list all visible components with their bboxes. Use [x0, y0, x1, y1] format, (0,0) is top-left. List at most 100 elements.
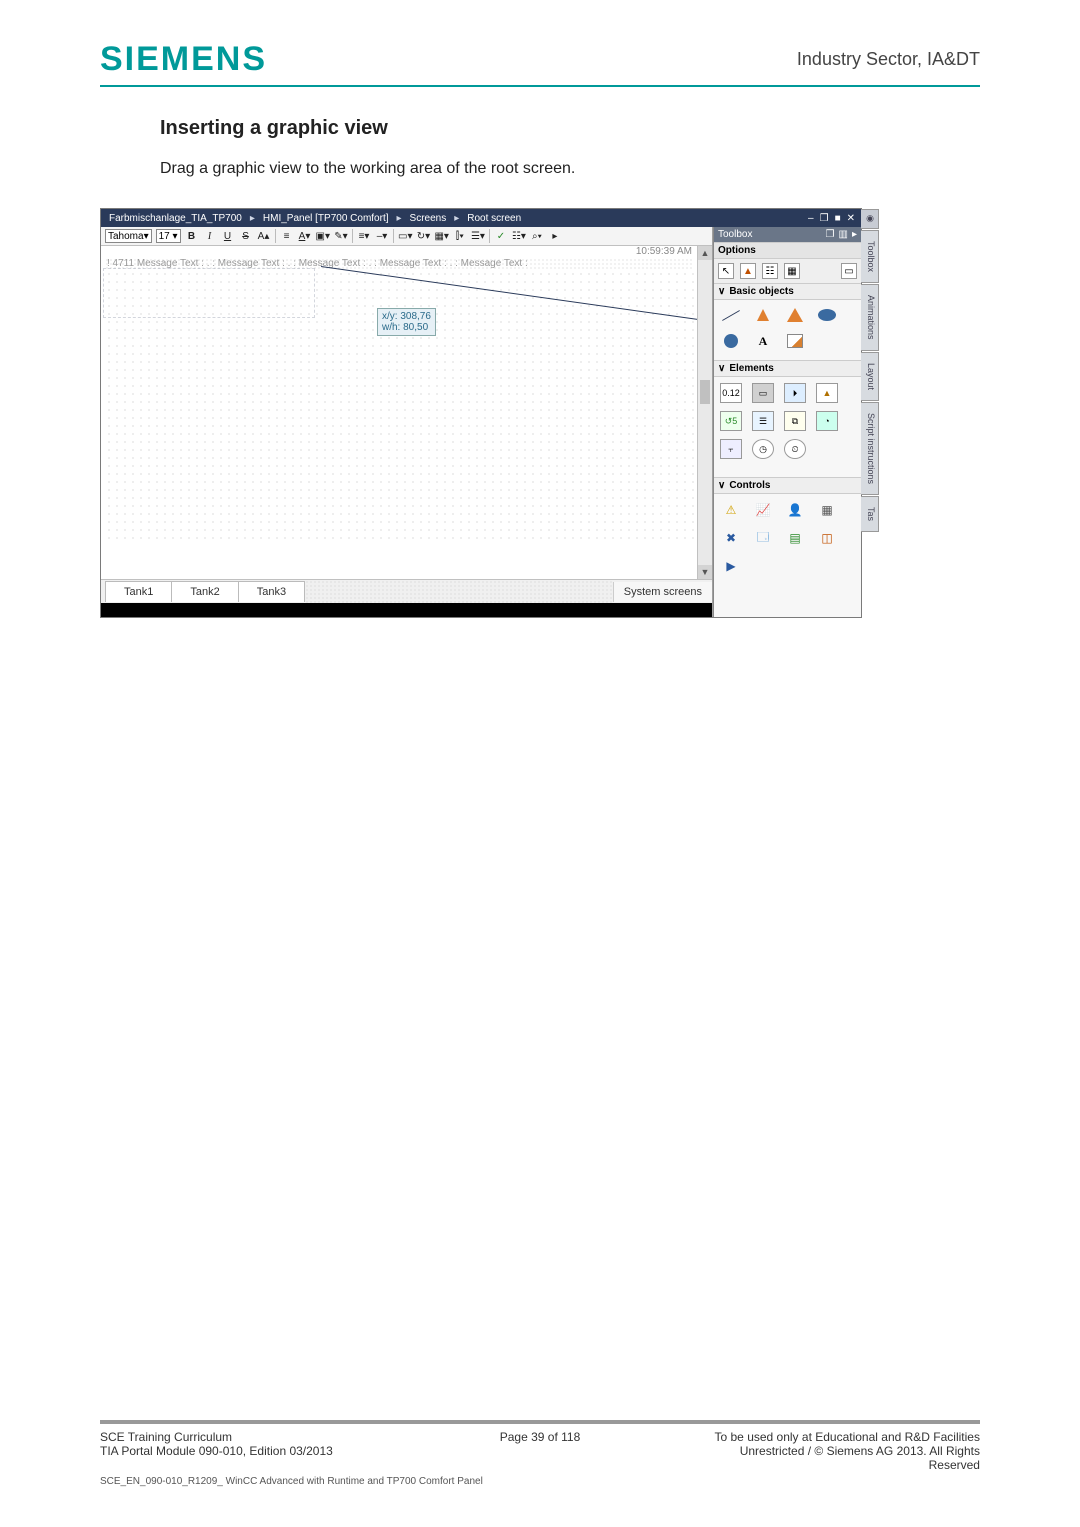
breadcrumb-item[interactable]: Farbmischanlage_TIA_TP700 — [105, 213, 246, 224]
text-shape-icon[interactable]: A — [752, 332, 774, 350]
controls-header[interactable]: ∨ Controls — [714, 477, 861, 494]
status-strip — [101, 603, 712, 617]
screenshot: Farbmischanlage_TIA_TP700 ▸ HMI_Panel [T… — [100, 208, 862, 618]
elements-header[interactable]: ∨ Elements — [714, 360, 861, 377]
sm-control-icon[interactable]: ◫ — [816, 528, 838, 548]
recipe-control-icon[interactable]: ✖ — [720, 528, 742, 548]
line-style-button[interactable]: –▾ — [375, 229, 389, 243]
polyline-shape-icon[interactable] — [752, 306, 774, 324]
chevron-down-icon: ∨ — [718, 286, 725, 297]
vertical-scrollbar[interactable]: ▲ ▼ — [697, 246, 712, 579]
scroll-down-icon[interactable]: ▼ — [698, 565, 712, 579]
screen-canvas[interactable]: 10:59:39 AM ! 4711 Message Text : . : Me… — [101, 246, 712, 579]
graphic-io-icon[interactable]: ↺5 — [720, 411, 742, 431]
expand-icon[interactable]: ▭ — [841, 263, 857, 279]
chevron-down-icon: ∨ — [718, 363, 725, 374]
bold-button[interactable]: B — [185, 229, 199, 243]
side-tab-animations[interactable]: Animations — [861, 284, 879, 351]
list-tool-icon[interactable]: ☷ — [762, 263, 778, 279]
breadcrumb-item[interactable]: Screens — [406, 213, 451, 224]
italic-button[interactable]: I — [203, 229, 217, 243]
line-shape-icon[interactable] — [720, 306, 742, 324]
side-tabs: ◉ Toolbox Animations Layout Script instr… — [861, 209, 879, 533]
toolbox-pin-icon[interactable]: ❐ — [826, 229, 835, 240]
zoom-button[interactable]: ⌕▾ — [530, 229, 544, 243]
list-element-icon[interactable]: ☰ — [752, 411, 774, 431]
maximize-icon[interactable]: ■ — [835, 213, 841, 224]
coord-wh: w/h: 80,50 — [382, 322, 431, 333]
canvas-clock: 10:59:39 AM — [636, 246, 692, 257]
knob-icon[interactable]: ◷ — [752, 439, 774, 459]
align-left-button[interactable]: ≡ — [280, 229, 294, 243]
footer-right-2: Unrestricted / © Siemens AG 2013. All Ri… — [687, 1444, 980, 1472]
toolbox-panel: Toolbox ❐ ▥ ▸ Options ↖ ▲ ☷ ▦ — [713, 227, 861, 617]
triangle-shape-icon[interactable] — [784, 306, 806, 324]
fontsize-select[interactable]: 17 ▾ — [156, 229, 181, 243]
slider-icon[interactable]: ⫟ — [720, 439, 742, 459]
ellipse-shape-icon[interactable] — [816, 306, 838, 324]
align-button[interactable]: ≡▾ — [357, 229, 371, 243]
screen-tabs: Tank1 Tank2 Tank3 System screens — [101, 579, 712, 603]
basic-objects-header[interactable]: ∨ Basic objects — [714, 283, 861, 300]
graphic-view-icon[interactable] — [784, 332, 806, 350]
section-title: Inserting a graphic view — [160, 117, 980, 140]
html-control-icon[interactable]: 🗔 — [752, 528, 774, 548]
media-control-icon[interactable]: ▶ — [720, 556, 742, 576]
minimize-icon[interactable]: – — [808, 213, 814, 224]
alarm-control-icon[interactable]: ⚠ — [720, 500, 742, 520]
system-screens-link[interactable]: System screens — [613, 582, 712, 602]
tab-tank1[interactable]: Tank1 — [105, 581, 172, 602]
distribute-h-button[interactable]: ⫿▾ — [453, 229, 467, 243]
coord-xy: x/y: 308,76 — [382, 311, 431, 322]
fill-color-button[interactable]: ▣▾ — [316, 229, 330, 243]
tab-tank3[interactable]: Tank3 — [238, 581, 305, 602]
io-field-icon[interactable]: 0.12 — [720, 383, 742, 403]
trend-control-icon[interactable]: 📈 — [752, 500, 774, 520]
toolbox-menu-icon[interactable]: ▥ — [839, 229, 848, 240]
side-tab-script[interactable]: Script instructions — [861, 402, 879, 495]
scroll-thumb[interactable] — [700, 380, 710, 404]
distribute-v-button[interactable]: ☰▾ — [471, 229, 485, 243]
gauge-icon[interactable]: ◔ — [816, 411, 838, 431]
font-select[interactable]: Tahoma ▾ — [105, 229, 152, 243]
restore-icon[interactable]: ❐ — [820, 213, 829, 224]
line-color-button[interactable]: ✎▾ — [334, 229, 348, 243]
toolbox-title: Toolbox ❐ ▥ ▸ — [714, 227, 861, 242]
strike-button[interactable]: S — [239, 229, 253, 243]
fontgrow-button[interactable]: A▴ — [257, 229, 271, 243]
toolbox-more-icon[interactable]: ▸ — [852, 229, 857, 240]
text-color-button[interactable]: A▾ — [298, 229, 312, 243]
side-tab-toolbox[interactable]: Toolbox — [861, 230, 879, 283]
grid-tool-icon[interactable]: ▦ — [784, 263, 800, 279]
group-button[interactable]: ▦▾ — [434, 229, 448, 243]
tab-tank2[interactable]: Tank2 — [171, 581, 238, 602]
rotate-button[interactable]: ↻▾ — [416, 229, 430, 243]
breadcrumb-item[interactable]: Root screen — [463, 213, 525, 224]
pointer-tool-icon[interactable]: ↖ — [718, 263, 734, 279]
underline-button[interactable]: U — [221, 229, 235, 243]
coord-tooltip: x/y: 308,76 w/h: 80,50 — [377, 308, 436, 336]
send-back-button[interactable]: ▭▾ — [398, 229, 412, 243]
bar-icon[interactable]: ▭ — [752, 383, 774, 403]
button-element-icon[interactable]: ⏵ — [784, 383, 806, 403]
more-button[interactable]: ▸ — [548, 229, 562, 243]
circle-shape-icon[interactable] — [720, 332, 742, 350]
scroll-up-icon[interactable]: ▲ — [698, 246, 712, 260]
footer-small: SCE_EN_090-010_R1209_ WinCC Advanced wit… — [100, 1476, 980, 1487]
clock-element-icon[interactable]: ⏲ — [784, 439, 806, 459]
tag-tool-icon[interactable]: ▲ — [740, 263, 756, 279]
side-tab-indicator[interactable]: ◉ — [861, 209, 879, 229]
close-icon[interactable]: ✕ — [847, 213, 855, 224]
status-control-icon[interactable]: ▤ — [784, 528, 806, 548]
symbol-io-icon[interactable]: ▲ — [816, 383, 838, 403]
table-control-icon[interactable]: ▦ — [816, 500, 838, 520]
layers-button[interactable]: ☷▾ — [512, 229, 526, 243]
siemens-logo: SIEMENS — [100, 40, 267, 79]
side-tab-tasks[interactable]: Tas — [861, 496, 879, 532]
side-tab-layout[interactable]: Layout — [861, 352, 879, 401]
user-control-icon[interactable]: 👤 — [784, 500, 806, 520]
accept-button[interactable]: ✓ — [494, 229, 508, 243]
format-toolbar: Tahoma ▾ 17 ▾ B I U S A▴ ≡ A▾ ▣▾ ✎▾ ≡▾ — [101, 227, 712, 246]
datetime-icon[interactable]: ⧉ — [784, 411, 806, 431]
breadcrumb-item[interactable]: HMI_Panel [TP700 Comfort] — [259, 213, 393, 224]
